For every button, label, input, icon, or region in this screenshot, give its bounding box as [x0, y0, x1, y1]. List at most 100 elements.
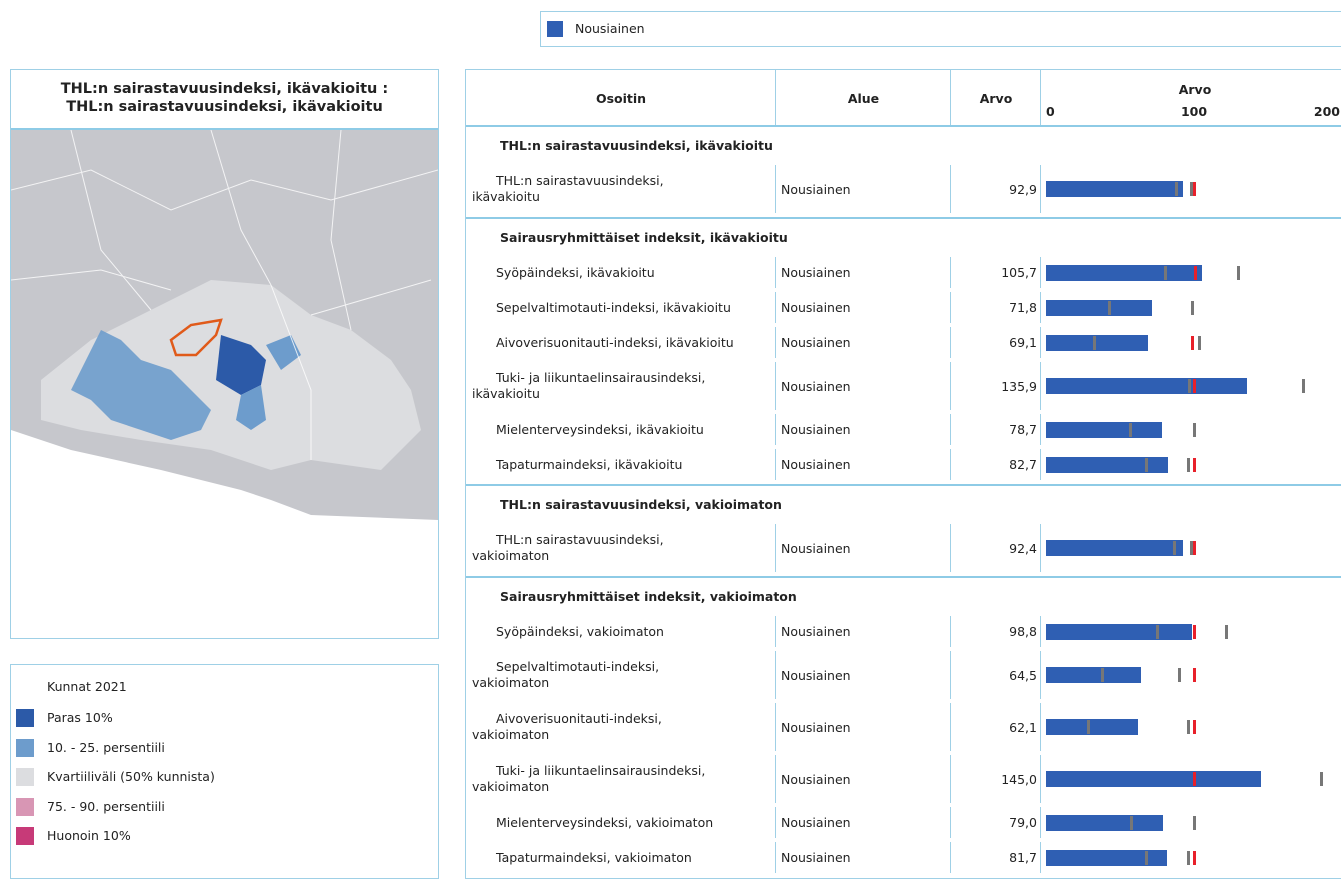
- column-divider: [1040, 807, 1041, 838]
- bar: [1046, 181, 1184, 197]
- row-label: Aivoverisuonitauti-indeksi, ikävakioitu: [472, 325, 772, 360]
- column-divider: [775, 70, 776, 126]
- bar: [1046, 667, 1142, 683]
- label-line: Tuki- ja liikuntaelinsairausindeksi,: [496, 763, 706, 778]
- legend-label: 10. - 25. persentiili: [47, 739, 165, 755]
- bar: [1046, 771, 1261, 787]
- row-label: Sepelvaltimotauti-indeksi, vakioimaton: [472, 649, 772, 701]
- column-header: Arvo: [1178, 82, 1212, 97]
- column-divider: [950, 292, 951, 323]
- reference-marker: [1192, 772, 1196, 786]
- row-label: THL:n sairastavuusindeksi, vakioimaton: [472, 522, 772, 574]
- row-label: Tapaturmaindeksi, ikävakioitu: [472, 447, 772, 482]
- column-divider: [1040, 651, 1041, 699]
- row-area: Nousiainen: [781, 422, 851, 437]
- row-value: 135,9: [1001, 378, 1037, 394]
- row-value: 71,8: [1009, 300, 1037, 315]
- row-area: Nousiainen: [781, 624, 851, 639]
- reference-marker: [1155, 624, 1159, 639]
- bar: [1046, 849, 1167, 866]
- column-divider: [950, 327, 951, 358]
- reference-marker: [1192, 541, 1196, 555]
- row-value: 92,9: [1009, 181, 1037, 197]
- title-line: THL:n sairastavuusindeksi, ikävakioitu: [66, 99, 383, 115]
- legend-label: Paras 10%: [47, 710, 113, 725]
- label-line: Sepelvaltimotauti-indeksi, ikävakioitu: [496, 299, 731, 315]
- reference-marker: [1192, 457, 1196, 472]
- column-divider: [950, 449, 951, 480]
- reference-marker: [1173, 541, 1177, 555]
- row-area: Nousiainen: [781, 300, 851, 315]
- label-line: Aivoverisuonitauti-indeksi, ikävakioitu: [496, 334, 734, 350]
- reference-marker: [1186, 720, 1190, 734]
- reference-marker: [1128, 422, 1132, 437]
- reference-marker: [1130, 815, 1134, 830]
- reference-marker: [1191, 300, 1195, 315]
- reference-marker: [1188, 379, 1192, 393]
- reference-marker: [1189, 541, 1193, 555]
- column-divider: [775, 616, 776, 647]
- axis-tick-label: 100: [1180, 104, 1208, 119]
- row-area: Nousiainen: [781, 815, 851, 830]
- column-divider: [1040, 449, 1041, 480]
- bar: [1046, 814, 1163, 831]
- row-label: Tapaturmaindeksi, vakioimaton: [472, 840, 772, 875]
- row-value: 62,1: [1009, 719, 1037, 735]
- title-line: THL:n sairastavuusindeksi, ikävakioitu :: [60, 81, 389, 97]
- row-value: 105,7: [1001, 265, 1037, 280]
- bar: [1046, 421, 1163, 438]
- reference-marker: [1145, 850, 1149, 865]
- column-divider: [1040, 616, 1041, 647]
- reference-marker: [1192, 668, 1196, 682]
- column-divider: [1040, 292, 1041, 323]
- reference-marker: [1186, 457, 1190, 472]
- column-divider: [950, 524, 951, 572]
- bar: [1046, 623, 1193, 640]
- reference-marker: [1192, 182, 1196, 196]
- reference-marker: [1174, 182, 1178, 196]
- column-divider: [1040, 362, 1041, 410]
- row-value: 64,5: [1009, 667, 1037, 683]
- reference-marker: [1193, 265, 1197, 280]
- row-label: Aivoverisuonitauti-indeksi, vakioimaton: [472, 701, 772, 753]
- section-title: Sairausryhmittäiset indeksit, vakioimato…: [500, 588, 797, 604]
- label-line: Mielenterveysindeksi, vakioimaton: [496, 814, 714, 830]
- column-divider: [775, 651, 776, 699]
- reference-marker: [1319, 772, 1323, 786]
- row-value: 98,8: [1009, 624, 1037, 639]
- row-area: Nousiainen: [781, 771, 851, 787]
- label-line: ikävakioitu: [472, 386, 540, 401]
- map-title: THL:n sairastavuusindeksi, ikävakioitu :…: [11, 80, 438, 116]
- section-title: Sairausryhmittäiset indeksit, ikävakioit…: [500, 229, 788, 245]
- bar: [1046, 264, 1203, 281]
- column-divider: [1040, 524, 1041, 572]
- table: Osoitin Alue Arvo Arvo 0 100 200 THL:n sairasta…: [465, 69, 1341, 879]
- legend-label: Huonoin 10%: [47, 828, 131, 843]
- row-area: Nousiainen: [781, 335, 851, 350]
- column-divider: [775, 449, 776, 480]
- row-value: 79,0: [1009, 815, 1037, 830]
- column-divider: [775, 524, 776, 572]
- reference-marker: [1192, 422, 1196, 437]
- reference-marker: [1108, 300, 1112, 315]
- legend-label: Kvartiiliväli (50% kunnista): [47, 769, 215, 784]
- row-label: Syöpäindeksi, vakioimaton: [472, 614, 772, 649]
- map: [11, 130, 438, 520]
- section-divider: [466, 484, 1341, 486]
- reference-marker: [1192, 815, 1196, 830]
- label-line: ikävakioitu: [472, 189, 540, 204]
- row-area: Nousiainen: [781, 265, 851, 280]
- section-title: THL:n sairastavuusindeksi, ikävakioitu: [500, 137, 773, 153]
- label-line: Tapaturmaindeksi, ikävakioitu: [496, 456, 683, 472]
- axis-tick-label: 0: [1046, 104, 1055, 119]
- reference-marker: [1192, 850, 1196, 865]
- axis-tick-label: 200: [1313, 104, 1340, 119]
- label-line: Tuki- ja liikuntaelinsairausindeksi,: [496, 370, 706, 385]
- series-legend: Nousiainen: [540, 11, 1341, 47]
- reference-marker: [1302, 379, 1306, 393]
- reference-marker: [1236, 265, 1240, 280]
- label-line: Aivoverisuonitauti-indeksi,: [496, 711, 662, 726]
- reference-marker: [1164, 265, 1168, 280]
- column-divider: [950, 362, 951, 410]
- bar: [1046, 540, 1183, 556]
